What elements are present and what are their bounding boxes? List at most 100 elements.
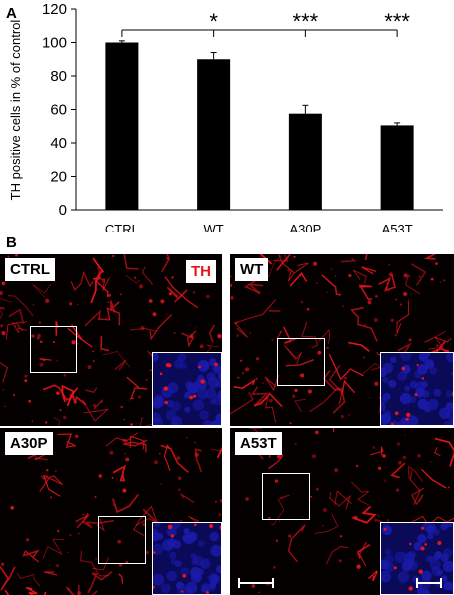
cell-body [353, 515, 358, 520]
inset-image [152, 522, 222, 595]
nucleus [443, 581, 453, 591]
cell-body [288, 534, 292, 538]
cell-body [278, 520, 281, 522]
neurite [230, 391, 254, 415]
cell-body [189, 334, 194, 339]
cell-body [382, 454, 386, 458]
cell-body [430, 461, 432, 463]
cell-body [67, 588, 70, 591]
cell-body [166, 257, 169, 260]
cell-body [399, 303, 403, 306]
cell-body [0, 324, 4, 328]
cell-body [314, 430, 319, 435]
cell-body [137, 395, 142, 399]
cell-body [256, 357, 260, 361]
neurite [53, 416, 61, 426]
neurite [234, 299, 277, 338]
neurite [411, 487, 425, 506]
nucleus [166, 526, 177, 537]
cell-body [287, 269, 290, 272]
neurite [22, 549, 40, 563]
th-signal [219, 525, 221, 530]
nucleus [381, 570, 391, 583]
nucleus [216, 565, 221, 574]
cell-body [300, 300, 304, 304]
nucleus [446, 353, 453, 363]
nucleus [413, 541, 423, 551]
cell-body [140, 325, 145, 330]
nucleus [381, 418, 388, 425]
nucleus [389, 356, 397, 364]
cell-body [369, 397, 371, 399]
th-signal [206, 591, 209, 594]
cell-body [403, 273, 408, 278]
neurite [318, 329, 330, 344]
cell-body [14, 254, 19, 257]
neurite [0, 297, 12, 303]
cell-body [45, 298, 50, 303]
nucleus [192, 399, 204, 411]
significance-star: *** [293, 9, 319, 34]
neurite [329, 364, 343, 405]
nucleus [192, 571, 202, 581]
nucleus [197, 360, 210, 372]
cell-body [373, 317, 378, 323]
cell-body [230, 283, 233, 288]
cell-body [44, 421, 48, 424]
cell-body [316, 488, 319, 491]
nucleus [180, 362, 187, 370]
y-tick-label: 20 [50, 169, 67, 186]
cell-body [176, 456, 181, 461]
neurite [294, 398, 307, 412]
neurite [270, 494, 290, 525]
cell-body [378, 466, 382, 470]
nucleus [209, 531, 219, 542]
nucleus [175, 581, 184, 590]
nucleus [153, 353, 159, 362]
cell-body [26, 554, 29, 557]
neurite [243, 278, 264, 294]
cell-body [125, 457, 130, 462]
cell-body [348, 414, 350, 416]
neurite [42, 384, 74, 401]
th-signal [424, 543, 427, 546]
cell-body [75, 434, 79, 438]
neurite [16, 572, 41, 587]
neurite [181, 330, 197, 348]
nucleus [445, 390, 453, 398]
cell-body [388, 264, 390, 266]
cell-body [25, 538, 30, 542]
neurite [87, 571, 113, 594]
nucleus [212, 364, 220, 373]
cell-body [24, 374, 28, 378]
th-signal [421, 526, 424, 530]
neurite [424, 336, 452, 343]
cell-body [301, 516, 304, 518]
nucleus [397, 571, 410, 583]
th-signal [163, 386, 168, 391]
cell-body [363, 356, 366, 359]
micrograph-a30p: A30P [0, 428, 222, 595]
cell-body [396, 442, 401, 446]
bar-a53t [380, 125, 414, 210]
neurite [350, 306, 378, 342]
cell-body [69, 302, 73, 306]
nucleus [190, 553, 198, 560]
cell-body [447, 486, 450, 489]
neurite [6, 322, 23, 340]
cell-body [130, 423, 133, 426]
cell-body [122, 488, 127, 493]
inset-texture [153, 353, 221, 425]
cell-body [394, 333, 398, 337]
th-signal [416, 364, 419, 367]
cell-body [63, 373, 67, 377]
neurite [368, 570, 378, 582]
neurite [123, 254, 139, 270]
cell-body [1, 331, 6, 336]
cell-body [178, 488, 181, 492]
cell-body [107, 301, 109, 303]
cell-body [194, 327, 196, 329]
nucleus [215, 380, 221, 388]
th-signal [452, 372, 453, 376]
nucleus [184, 406, 191, 413]
